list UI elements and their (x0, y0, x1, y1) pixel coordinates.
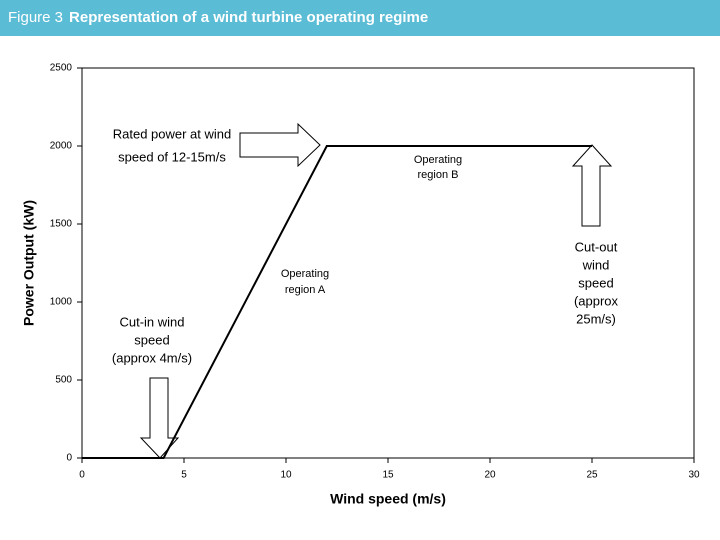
arrow (239, 122, 321, 168)
annotation: Operating (414, 154, 462, 166)
y-tick-label: 1000 (50, 297, 73, 308)
annotation: region A (285, 284, 326, 296)
annotation: (approx (574, 293, 619, 308)
y-tick-label: 500 (55, 375, 72, 386)
arrow (571, 144, 613, 227)
y-tick-label: 1500 (50, 219, 73, 230)
annotation: wind (582, 257, 610, 272)
annotation: region B (418, 169, 459, 181)
figure-title: Representation of a wind turbine operati… (69, 9, 429, 26)
x-tick-label: 0 (79, 470, 85, 481)
annotation: 25m/s) (576, 311, 616, 326)
annotation: Operating (281, 268, 329, 280)
x-tick-label: 15 (382, 470, 394, 481)
annotation: speed (578, 275, 613, 290)
power-curve (82, 145, 592, 459)
annotation: speed (134, 332, 169, 347)
x-axis-label: Wind speed (m/s) (330, 491, 446, 507)
y-tick-label: 2500 (50, 63, 73, 74)
annotation: (approx 4m/s) (112, 350, 192, 365)
y-tick-label: 0 (66, 453, 72, 464)
annotation: Rated power at wind (113, 126, 232, 141)
x-tick-label: 10 (280, 470, 292, 481)
x-tick-label: 25 (586, 470, 598, 481)
annotation: Cut-in wind (119, 314, 184, 329)
y-axis-label: Power Output (kW) (21, 200, 37, 326)
x-tick-label: 20 (484, 470, 496, 481)
annotation: speed of 12-15m/s (118, 149, 226, 164)
x-tick-label: 5 (181, 470, 187, 481)
x-tick-label: 30 (688, 470, 700, 481)
figure-header: Figure 3 Representation of a wind turbine… (0, 0, 720, 36)
figure-number: Figure 3 (8, 9, 64, 26)
y-tick-label: 2000 (50, 141, 73, 152)
arrow (139, 377, 180, 459)
annotation: Cut-out (575, 239, 618, 254)
